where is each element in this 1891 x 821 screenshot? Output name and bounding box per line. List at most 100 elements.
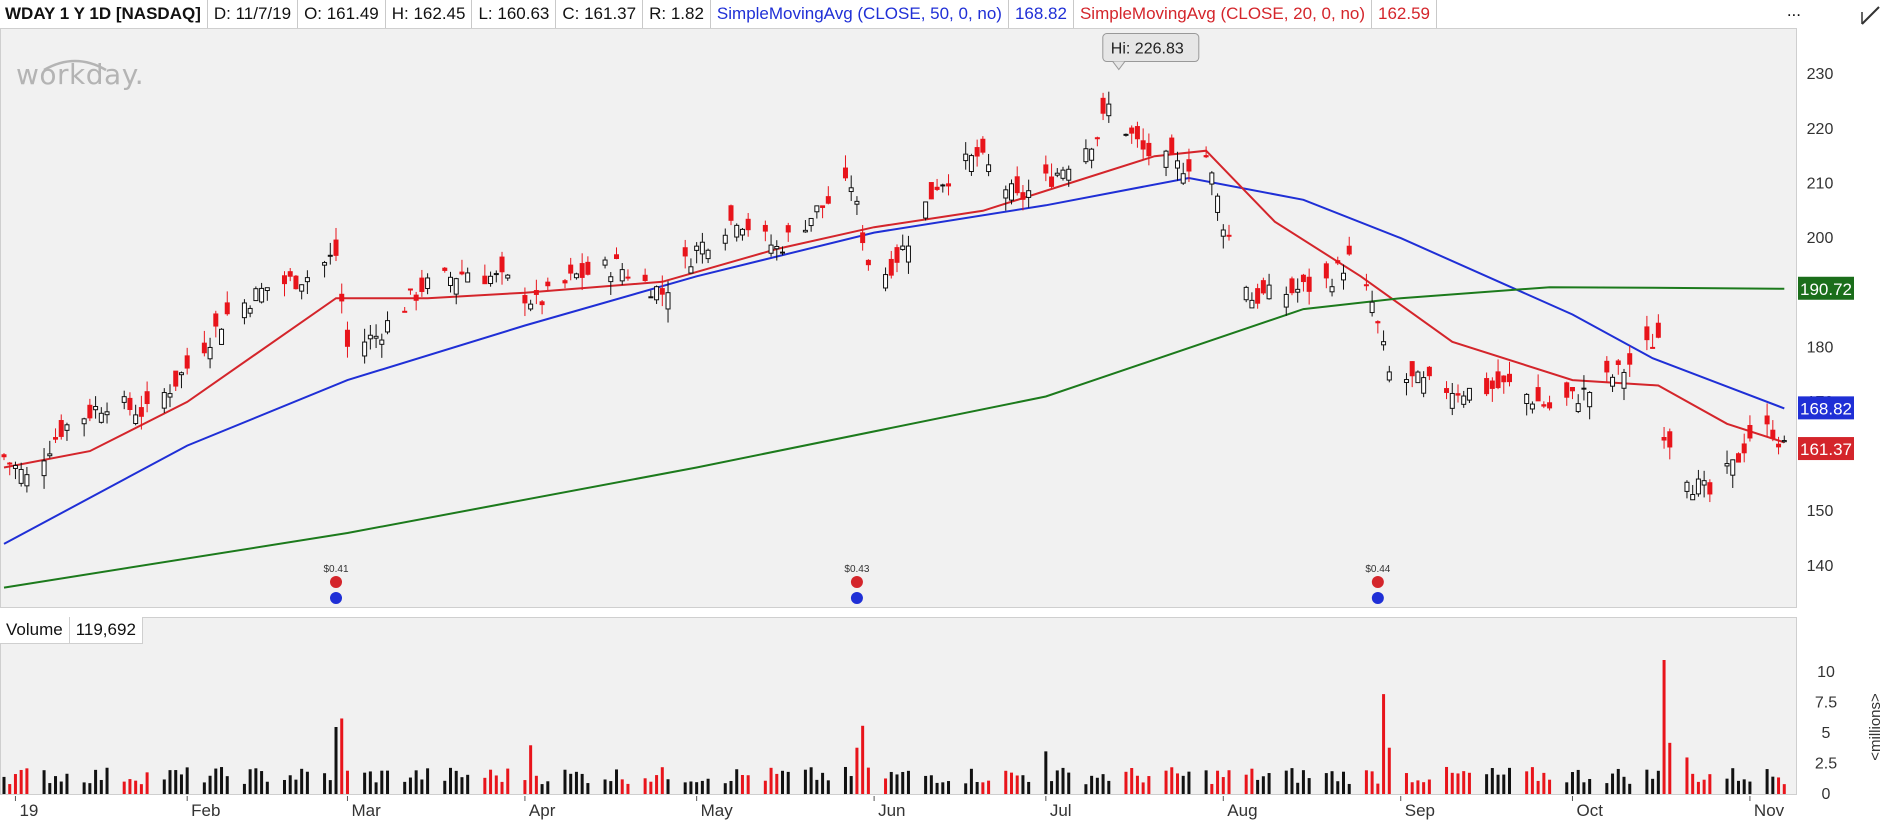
candle-body bbox=[1215, 195, 1221, 213]
volume-bar bbox=[866, 767, 870, 794]
volume-bar bbox=[700, 780, 704, 794]
volume-bar bbox=[826, 780, 830, 794]
volume-bar bbox=[763, 780, 767, 794]
candle-body bbox=[946, 183, 952, 187]
candle-body bbox=[1575, 403, 1581, 413]
candle-body bbox=[505, 274, 511, 279]
volume-bar bbox=[1227, 770, 1231, 794]
sma50-value: 168.82 bbox=[1009, 0, 1074, 28]
candle-body bbox=[442, 267, 448, 271]
candle-body bbox=[81, 418, 87, 425]
price-panel[interactable] bbox=[0, 28, 1797, 608]
candle-body bbox=[1747, 425, 1753, 439]
hi-callout-label: Hi: 226.83 bbox=[1111, 41, 1184, 58]
price-tick-label: 140 bbox=[1807, 558, 1834, 575]
volume-bar bbox=[466, 774, 470, 794]
candle-body bbox=[499, 256, 505, 273]
volume-bar bbox=[494, 775, 498, 794]
candle-body bbox=[1020, 192, 1026, 200]
earnings-icon bbox=[1371, 592, 1384, 604]
volume-bar bbox=[1044, 751, 1048, 794]
sma20-study-label[interactable]: SimpleMovingAvg (CLOSE, 20, 0, no) bbox=[1074, 0, 1373, 28]
candle-body bbox=[425, 277, 431, 290]
candle-body bbox=[184, 355, 190, 369]
volume-bar bbox=[334, 727, 338, 794]
volume-bar bbox=[643, 778, 647, 794]
candle-body bbox=[1695, 478, 1701, 495]
volume-bar bbox=[655, 775, 659, 794]
volume-bar bbox=[1130, 768, 1134, 794]
candle-body bbox=[1060, 169, 1066, 179]
candle-body bbox=[138, 407, 144, 417]
volume-bar bbox=[1244, 774, 1248, 794]
candle-body bbox=[562, 280, 568, 284]
candle-body bbox=[1701, 480, 1707, 486]
volume-bar bbox=[1342, 771, 1345, 794]
volume-bar bbox=[65, 773, 69, 794]
candle-body bbox=[1735, 453, 1741, 463]
volume-bar bbox=[1736, 780, 1740, 794]
candle-body bbox=[1466, 387, 1472, 401]
volume-bar bbox=[1382, 694, 1386, 794]
volume-bar bbox=[1485, 774, 1489, 794]
candle-body bbox=[1524, 393, 1530, 404]
x-tick-label: Oct bbox=[1576, 801, 1603, 820]
volume-bar bbox=[1742, 779, 1746, 794]
candle-body bbox=[854, 200, 860, 205]
candle-body bbox=[814, 205, 820, 213]
volume-bar bbox=[1009, 772, 1013, 794]
candle-body bbox=[1741, 443, 1747, 454]
volume-bar bbox=[849, 776, 853, 794]
volume-bar bbox=[975, 781, 979, 794]
volume-bar bbox=[1668, 742, 1672, 794]
volume-bar bbox=[139, 784, 143, 794]
volume-bar bbox=[1164, 770, 1168, 794]
volume-panel[interactable] bbox=[0, 617, 1797, 795]
candle-body bbox=[699, 241, 705, 255]
volume-bar bbox=[1175, 773, 1179, 794]
candle-body bbox=[905, 245, 911, 263]
symbol-label[interactable]: WDAY 1 Y 1D [NASDAQ] bbox=[0, 0, 208, 28]
candle-body bbox=[1, 454, 7, 458]
volume-bar bbox=[1387, 747, 1391, 794]
drawing-tools-icon[interactable] bbox=[1859, 4, 1883, 28]
candle-body bbox=[1449, 392, 1455, 409]
candle-body bbox=[539, 301, 545, 306]
candle-body bbox=[1661, 437, 1667, 441]
candle-body bbox=[1295, 288, 1301, 293]
dividend-icon bbox=[330, 576, 343, 588]
candle-body bbox=[1323, 263, 1329, 279]
volume-bar bbox=[420, 779, 424, 794]
date-readout: D: 11/7/19 bbox=[208, 0, 299, 28]
volume-bar bbox=[1656, 770, 1660, 794]
workday-logo: workday. bbox=[16, 58, 145, 91]
candle-body bbox=[1180, 173, 1186, 184]
volume-bar bbox=[546, 781, 550, 794]
dividend-label: $0.43 bbox=[844, 564, 869, 575]
candle-body bbox=[299, 284, 305, 292]
candle-body bbox=[894, 247, 900, 263]
volume-bar bbox=[1777, 777, 1781, 794]
volume-bar bbox=[1536, 780, 1540, 794]
candle-body bbox=[1123, 133, 1129, 136]
candle-body bbox=[465, 272, 471, 283]
candle-body bbox=[264, 287, 270, 292]
candle-body bbox=[1604, 360, 1610, 373]
volume-bar bbox=[1496, 774, 1500, 794]
volume-bar bbox=[803, 769, 807, 794]
dividend-label: $0.44 bbox=[1365, 564, 1390, 575]
volume-bar bbox=[99, 779, 103, 794]
volume-bar bbox=[208, 775, 212, 794]
volume-bar bbox=[534, 775, 538, 794]
volume-bar bbox=[168, 770, 172, 794]
more-menu-button[interactable]: ... bbox=[1786, 1, 1801, 20]
sma50-study-label[interactable]: SimpleMovingAvg (CLOSE, 50, 0, no) bbox=[711, 0, 1009, 28]
volume-bar bbox=[1616, 768, 1620, 794]
volume-bar bbox=[254, 768, 258, 794]
candle-body bbox=[1266, 284, 1272, 300]
volume-bar bbox=[1570, 772, 1574, 794]
candle-body bbox=[1106, 103, 1112, 117]
volume-bar bbox=[1404, 773, 1408, 794]
volume-bar bbox=[924, 775, 928, 794]
volume-bar bbox=[145, 772, 149, 794]
